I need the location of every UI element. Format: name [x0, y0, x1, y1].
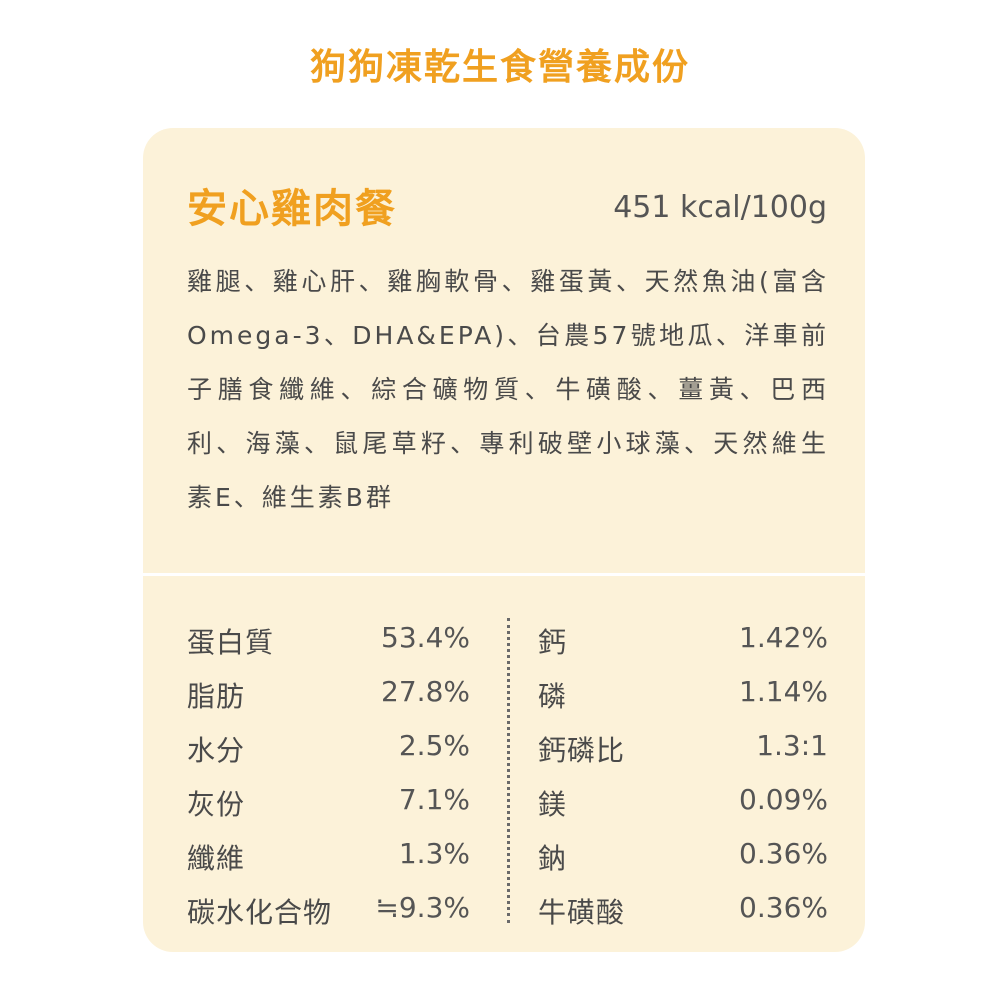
page-title: 狗狗凍乾生食營養成份: [309, 47, 690, 88]
nutrient-row-magnesium: 鎂 0.09%: [538, 775, 828, 829]
product-name: 安心雞肉餐: [187, 186, 397, 232]
column-separator: [507, 618, 510, 923]
nutrient-value: 0.36%: [739, 891, 828, 924]
nutrient-label: 鈣磷比: [538, 734, 626, 767]
section-divider: [143, 573, 865, 576]
nutrient-row-protein: 蛋白質 53.4%: [187, 613, 470, 667]
nutrient-row-moisture: 水分 2.5%: [187, 721, 470, 775]
calorie-value: 451 kcal/100g: [613, 190, 827, 225]
nutrient-label: 磷: [538, 680, 568, 713]
nutrient-label: 牛磺酸: [538, 896, 626, 929]
nutrient-row-fat: 脂肪 27.8%: [187, 667, 470, 721]
nutrient-row-phosphorus: 磷 1.14%: [538, 667, 828, 721]
nutrient-row-ash: 灰份 7.1%: [187, 775, 470, 829]
nutrient-label: 纖維: [187, 842, 246, 875]
nutrition-column-right: 鈣 1.42% 磷 1.14% 鈣磷比 1.3:1 鎂 0.09% 鈉 0.36…: [538, 613, 828, 937]
nutrient-value: 1.3%: [398, 837, 470, 870]
nutrient-value: 2.5%: [398, 729, 470, 762]
nutrient-row-sodium: 鈉 0.36%: [538, 829, 828, 883]
nutrient-value: 0.09%: [739, 783, 828, 816]
nutrient-label: 脂肪: [187, 680, 246, 713]
nutrition-column-left: 蛋白質 53.4% 脂肪 27.8% 水分 2.5% 灰份 7.1% 纖維 1.…: [187, 613, 470, 937]
nutrient-value: 1.42%: [739, 621, 828, 654]
nutrient-row-fiber: 纖維 1.3%: [187, 829, 470, 883]
nutrient-value: 1.3:1: [756, 729, 828, 762]
nutrient-value: 27.8%: [381, 675, 470, 708]
nutrient-row-calcium: 鈣 1.42%: [538, 613, 828, 667]
nutrient-value: ≒9.3%: [375, 891, 470, 924]
nutrient-label: 鎂: [538, 788, 568, 821]
nutrient-label: 鈣: [538, 626, 568, 659]
nutrient-label: 碳水化合物: [187, 896, 333, 929]
nutrient-label: 鈉: [538, 842, 568, 875]
ingredients-list: 雞腿、雞心肝、雞胸軟骨、雞蛋黃、天然魚油(富含Omega-3、DHA&EPA)、…: [187, 267, 829, 512]
nutrient-value: 53.4%: [381, 621, 470, 654]
nutrient-row-taurine: 牛磺酸 0.36%: [538, 883, 828, 937]
nutrient-row-ca-p-ratio: 鈣磷比 1.3:1: [538, 721, 828, 775]
nutrient-label: 灰份: [187, 788, 246, 821]
nutrient-value: 0.36%: [739, 837, 828, 870]
nutrient-value: 7.1%: [398, 783, 470, 816]
nutrient-label: 水分: [187, 734, 246, 767]
nutrient-label: 蛋白質: [187, 626, 275, 659]
nutrient-value: 1.14%: [739, 675, 828, 708]
nutrient-row-carbohydrate: 碳水化合物 ≒9.3%: [187, 883, 470, 937]
nutrition-card: 安心雞肉餐 451 kcal/100g 雞腿、雞心肝、雞胸軟骨、雞蛋黃、天然魚油…: [143, 128, 865, 952]
